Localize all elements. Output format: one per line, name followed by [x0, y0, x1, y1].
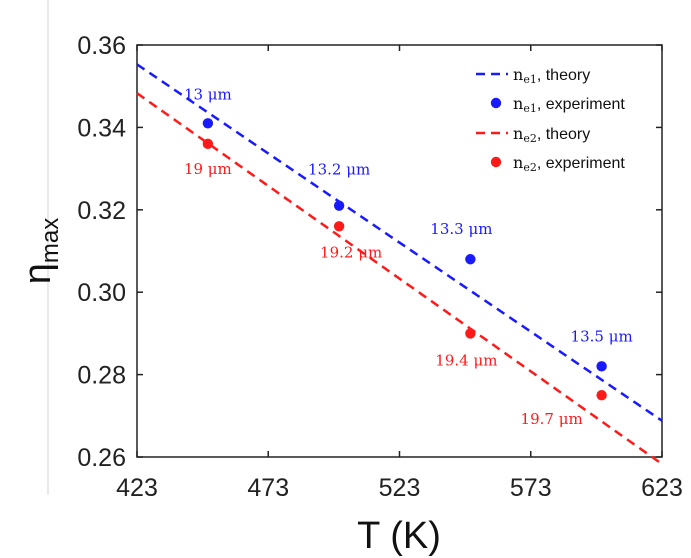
x-tick-label: 523	[379, 474, 421, 502]
y-tick-label: 0.32	[77, 197, 126, 225]
tick-marks	[136, 44, 663, 458]
point-label: 13.2 μm	[308, 161, 370, 179]
point-label: 19 μm	[184, 160, 232, 178]
data-point-e2	[333, 221, 345, 232]
legend-entry: ne1, theory	[513, 65, 590, 86]
legend-entry: ne2, theory	[513, 124, 590, 145]
y-tick-label: 0.36	[77, 32, 126, 60]
y-tick-labels: 0.26 0.28 0.30 0.32 0.34 0.36	[77, 32, 126, 472]
point-label: 19.7 μm	[521, 410, 583, 428]
legend-point-swatch	[490, 97, 502, 109]
x-tick-labels: 423 473 523 573 623	[116, 474, 683, 502]
x-tick-label: 573	[510, 474, 552, 502]
point-label: 19.4 μm	[435, 351, 497, 369]
data-point-e1	[465, 254, 476, 265]
experiment-points	[202, 118, 607, 401]
data-point-e1	[596, 361, 607, 372]
y-tick-label: 0.34	[77, 114, 126, 142]
point-label: 13 μm	[184, 85, 232, 103]
y-axis-label-main: η	[17, 263, 59, 284]
x-axis-label: T (K)	[357, 515, 441, 557]
y-axis-label-sub: max	[37, 218, 64, 263]
theory-line-e2	[136, 92, 663, 466]
legend-entry: ne1, experiment	[513, 94, 625, 115]
data-point-e2	[596, 390, 607, 401]
legend-point-swatch	[490, 156, 502, 168]
point-label: 19.2 μm	[320, 243, 382, 261]
point-label: 13.3 μm	[430, 220, 492, 238]
data-point-e2	[465, 328, 476, 339]
x-tick-label: 473	[247, 474, 289, 502]
theory-line-e1	[136, 63, 663, 422]
data-point-e1	[333, 200, 345, 211]
y-axis-label: ηmax	[17, 218, 64, 284]
theory-lines	[136, 63, 663, 466]
legend: ne1, theory ne1, experiment ne2, theory ne2…	[476, 65, 625, 174]
y-tick-label: 0.28	[77, 362, 126, 390]
legend-entry: ne2, experiment	[513, 153, 625, 174]
point-labels: 13 μm 13.2 μm 13.3 μm 13.5 μm 19 μm 19.2 μm 19…	[184, 85, 633, 428]
y-tick-label: 0.26	[77, 444, 126, 472]
x-tick-label: 623	[641, 474, 683, 502]
point-label: 13.5 μm	[571, 327, 633, 345]
x-tick-label: 423	[116, 474, 158, 502]
y-tick-label: 0.30	[77, 279, 126, 307]
data-point-e1	[202, 118, 214, 129]
data-point-e2	[202, 138, 214, 150]
